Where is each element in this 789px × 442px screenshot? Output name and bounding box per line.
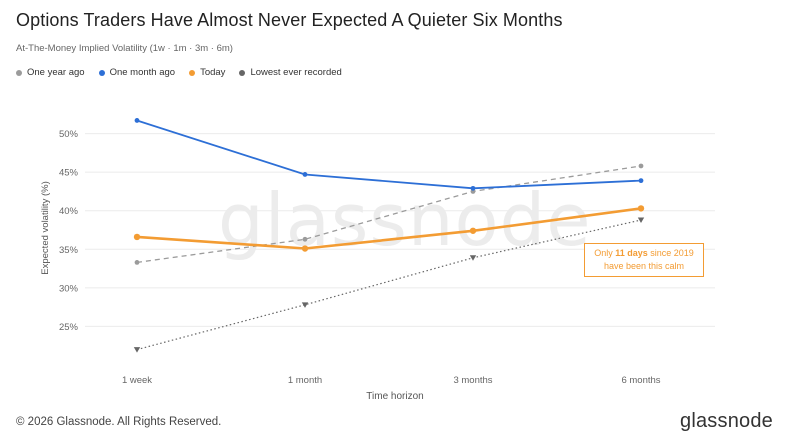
x-tick-label: 1 month — [288, 375, 322, 386]
y-axis-label: Expected volatility (%) — [40, 181, 51, 274]
brand-logo: glassnode — [680, 410, 773, 432]
legend-item-one-year-ago[interactable]: One year ago — [16, 67, 85, 78]
legend: One year ago One month ago Today Lowest … — [16, 67, 342, 78]
data-point — [470, 185, 476, 191]
legend-swatch — [239, 69, 246, 76]
data-point — [637, 217, 645, 223]
y-tick-label: 50% — [59, 129, 79, 140]
chart-title: Options Traders Have Almost Never Expect… — [16, 10, 563, 30]
series-line-today — [136, 207, 642, 250]
series-line-one-month-ago — [136, 119, 642, 190]
data-point — [301, 245, 309, 252]
data-point — [302, 172, 308, 177]
x-tick-label: 1 week — [122, 375, 152, 386]
x-tick-label: 6 months — [621, 375, 660, 386]
y-tick-label: 30% — [59, 283, 79, 294]
y-tick-label: 40% — [59, 206, 79, 217]
legend-swatch — [189, 69, 196, 76]
series-line-one-year-ago — [136, 165, 642, 264]
data-point — [134, 118, 140, 123]
legend-swatch — [16, 69, 22, 76]
data-point — [638, 163, 644, 169]
data-point — [133, 233, 141, 241]
series-line-lowest-ever-recorded — [136, 219, 642, 351]
data-point — [134, 260, 140, 265]
legend-label: Today — [200, 67, 226, 78]
chart-subtitle: At-The-Money Implied Volatility (1w · 1m… — [16, 43, 233, 54]
annotation-callout: Only 11 days since 2019 have been this c… — [584, 243, 704, 277]
data-point — [302, 236, 308, 242]
data-point — [469, 255, 477, 261]
data-point — [133, 347, 141, 353]
legend-label: Lowest ever recorded — [250, 67, 342, 78]
data-point — [637, 205, 645, 212]
x-axis-label: Time horizon — [366, 391, 423, 402]
y-tick-label: 35% — [59, 245, 79, 256]
data-point — [638, 178, 644, 184]
y-tick-label: 45% — [59, 168, 79, 179]
data-point — [301, 302, 309, 308]
y-tick-label: 25% — [59, 322, 79, 333]
legend-item-one-month-ago[interactable]: One month ago — [98, 67, 176, 78]
data-point — [469, 227, 477, 234]
x-tick-label: 3 months — [453, 375, 492, 386]
legend-swatch — [98, 69, 105, 76]
legend-item-lowest-ever[interactable]: Lowest ever recorded — [239, 67, 342, 78]
copyright-text: © 2026 Glassnode. All Rights Reserved. — [16, 416, 222, 428]
legend-item-today[interactable]: Today — [189, 67, 225, 78]
legend-label: One month ago — [109, 67, 176, 78]
legend-label: One year ago — [27, 67, 85, 78]
